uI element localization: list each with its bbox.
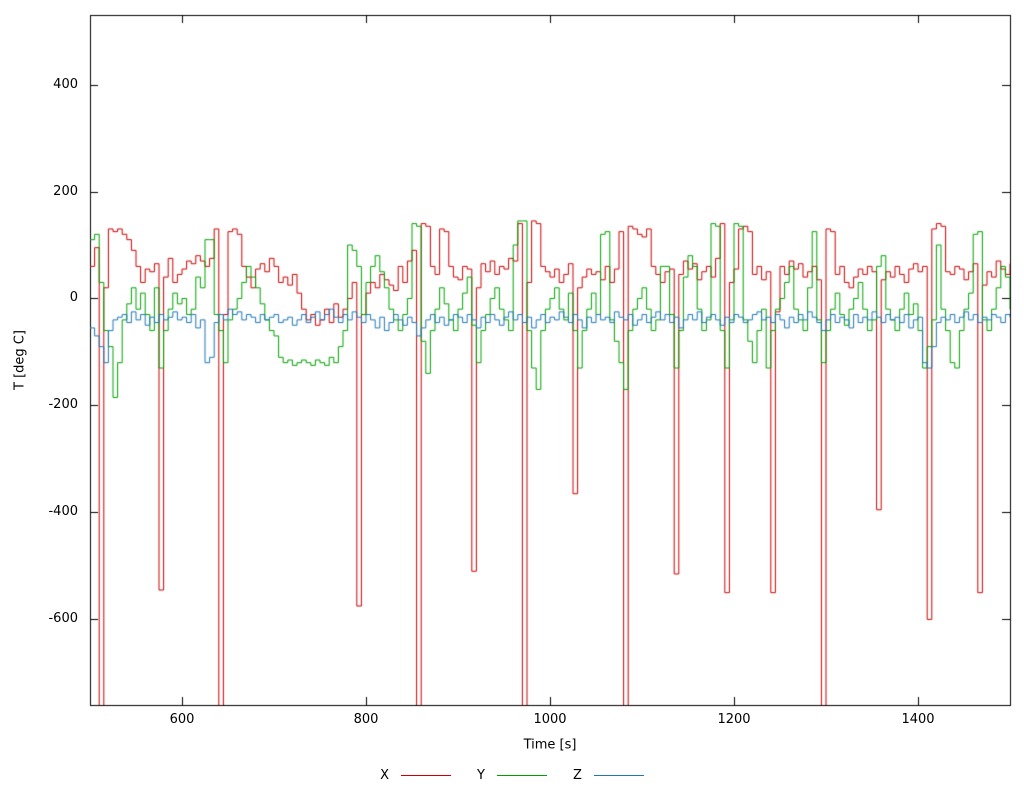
legend: X Y Z (0, 768, 1024, 783)
y-tick-label: 200 (53, 183, 78, 199)
x-tick-label: 600 (169, 712, 195, 727)
legend-line-swatch (496, 775, 547, 776)
y-axis-label: T [deg C] (12, 330, 28, 390)
x-tick-label: 800 (353, 712, 379, 727)
y-tick-label: -600 (48, 611, 78, 627)
x-tick-label: 1400 (901, 712, 935, 727)
legend-item-z: Z (573, 768, 644, 783)
y-tick-label: -400 (48, 504, 78, 520)
legend-line-swatch (401, 775, 452, 776)
y-tick-label: 0 (69, 290, 78, 306)
x-axis-label: Time [s] (523, 737, 577, 753)
legend-line-swatch (593, 775, 644, 776)
legend-item-x: X (380, 768, 452, 783)
y-tick-label: -200 (48, 397, 78, 413)
x-tick-label: 1200 (717, 712, 751, 727)
x-tick-label: 1000 (533, 712, 567, 727)
legend-label: Z (572, 768, 582, 783)
legend-item-y: Y (477, 768, 547, 783)
legend-label: Y (477, 768, 485, 783)
legend-label: X (380, 768, 390, 783)
y-tick-label: 400 (53, 76, 78, 92)
